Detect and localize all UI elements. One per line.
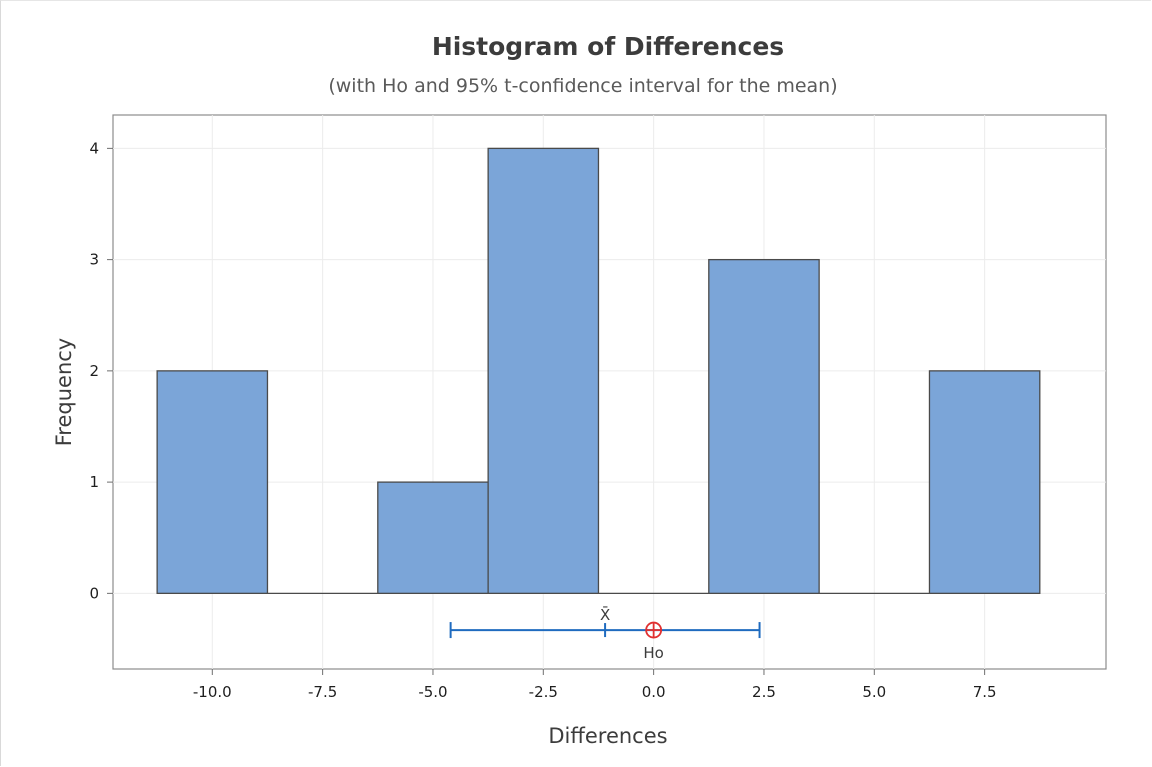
chart-title: Histogram of Differences <box>432 32 784 61</box>
x-tick-label: 2.5 <box>752 683 776 701</box>
mean-label: X̄ <box>600 605 610 624</box>
bars-group <box>156 147 1041 595</box>
x-tick-label: 0.0 <box>642 683 666 701</box>
x-tick-label: 7.5 <box>973 683 997 701</box>
x-tick-label: -7.5 <box>308 683 337 701</box>
x-tick-label: -5.0 <box>418 683 447 701</box>
x-tick-label: -2.5 <box>529 683 558 701</box>
histogram-bar <box>928 370 1041 595</box>
y-axis-title: Frequency <box>52 338 76 447</box>
axes-group: -10.0 -7.5 -5.0 -2.5 0.0 2.5 5.0 7.5 0 1 2 3 4 <box>89 139 996 701</box>
confidence-interval-group: X̄ Ho <box>449 605 761 662</box>
y-tick-label: 4 <box>89 139 99 157</box>
y-tick-label: 1 <box>89 473 99 491</box>
histogram-bar <box>156 370 269 595</box>
y-tick-label: 2 <box>89 362 99 380</box>
x-tick-label: 5.0 <box>862 683 886 701</box>
histogram-bar <box>487 147 600 595</box>
y-tick-label: 0 <box>89 584 99 602</box>
ho-label: Ho <box>643 644 663 662</box>
chart-subtitle: (with Ho and 95% t-confidence interval f… <box>328 75 837 97</box>
histogram-bar <box>377 481 489 595</box>
x-tick-label: -10.0 <box>193 683 232 701</box>
y-tick-label: 3 <box>89 251 99 269</box>
histogram-bar <box>708 258 820 595</box>
x-axis-title: Differences <box>548 724 667 748</box>
